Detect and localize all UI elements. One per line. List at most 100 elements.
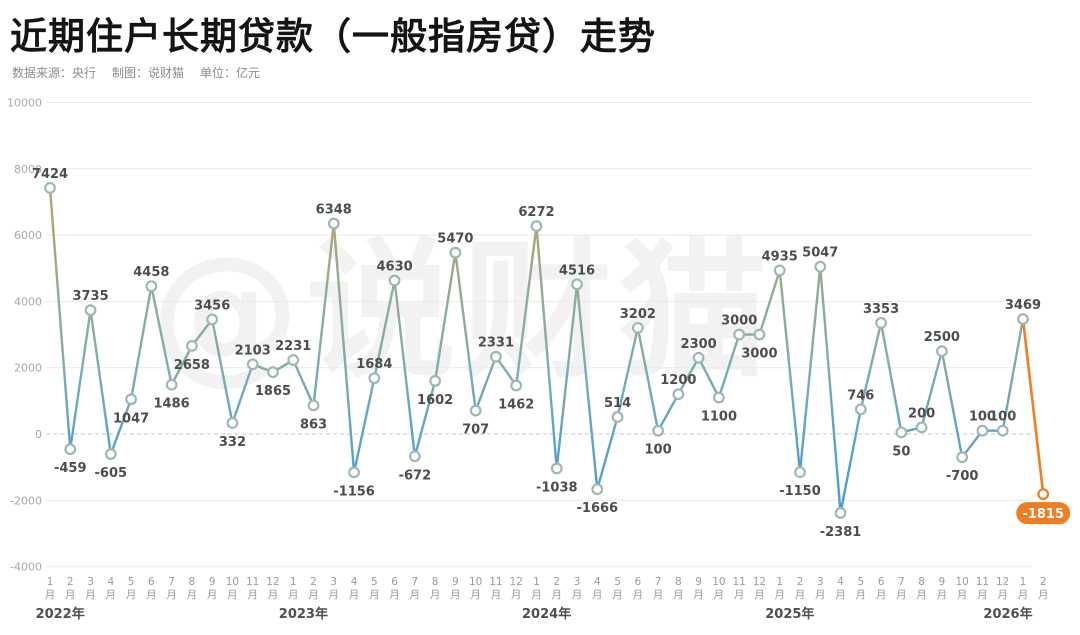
data-point-label: 514	[604, 396, 631, 411]
data-point-label: 2231	[275, 339, 311, 354]
data-point-marker	[185, 339, 198, 352]
data-point-label: 3456	[194, 298, 230, 313]
year-label: 2023年	[279, 606, 328, 622]
data-point-marker	[206, 313, 219, 326]
data-point-marker	[348, 466, 360, 479]
month-tick-label: 12 月	[266, 576, 279, 601]
month-tick-label: 12 月	[996, 576, 1009, 601]
year-label: 2025年	[765, 606, 814, 622]
month-tick-label: 11 月	[489, 576, 502, 601]
data-point-label: 1100	[701, 410, 737, 425]
data-point-label: 3469	[1005, 298, 1041, 313]
data-point-label: -605	[95, 466, 128, 481]
month-tick-label: 11 月	[732, 576, 745, 601]
data-point-marker	[550, 462, 563, 475]
data-point-label: 707	[462, 423, 489, 438]
data-point-marker	[794, 466, 806, 479]
data-point-marker	[631, 321, 644, 334]
y-tick-label: 2000	[14, 362, 42, 375]
data-point-label: 100	[989, 410, 1016, 425]
data-point-marker	[814, 260, 827, 273]
year-label: 2024年	[522, 606, 571, 622]
data-point-marker	[652, 424, 664, 437]
value-badge	[1016, 502, 1071, 525]
data-point-marker	[246, 358, 259, 371]
data-point-marker	[165, 378, 178, 391]
data-point-marker	[753, 328, 766, 341]
data-point-label: -672	[399, 468, 432, 483]
year-label: 2026年	[983, 606, 1032, 622]
data-point-label: 1047	[113, 411, 149, 426]
data-point-label: 4516	[559, 263, 595, 278]
data-point-label: 863	[300, 417, 327, 432]
data-point-marker	[327, 217, 340, 230]
data-point-marker	[145, 280, 158, 293]
year-label: 2022年	[36, 606, 85, 622]
data-point-label: 332	[219, 435, 246, 450]
data-point-marker	[611, 411, 624, 423]
data-point-label: 4935	[762, 249, 798, 264]
data-point-marker	[915, 421, 928, 434]
data-point-marker	[429, 374, 442, 387]
data-point-label: -2381	[820, 525, 862, 540]
data-point-marker	[713, 391, 725, 404]
data-point-label: 5470	[437, 232, 473, 247]
data-point-label: 3202	[620, 307, 656, 322]
data-point-marker	[895, 426, 908, 439]
highlight-point-marker	[1037, 488, 1050, 501]
data-point-marker	[956, 451, 969, 464]
y-tick-label: -4000	[10, 561, 42, 574]
data-point-label: -1038	[536, 480, 578, 495]
data-point-marker	[469, 404, 482, 417]
data-point-label: 6348	[316, 203, 352, 218]
data-point-label: 2103	[235, 343, 271, 358]
data-point-marker	[449, 246, 462, 259]
data-point-label: 4630	[376, 260, 412, 275]
data-point-label: -700	[946, 469, 979, 484]
data-point-marker	[84, 304, 97, 317]
data-point-label: -1150	[779, 484, 821, 499]
data-point-marker	[1017, 313, 1029, 325]
data-point-label: 1200	[660, 373, 696, 388]
data-point-label: 3735	[72, 289, 108, 304]
page-title: 近期住户长期贷款（一般指房贷）走势	[10, 15, 656, 58]
data-point-marker	[935, 345, 948, 358]
month-tick-label: 11 月	[976, 576, 989, 601]
data-point-marker	[672, 388, 685, 401]
value-badge-label: -1815	[1022, 507, 1064, 522]
data-point-label: 2500	[924, 330, 960, 345]
data-point-marker	[408, 450, 421, 463]
month-tick-label: 11 月	[246, 576, 259, 601]
data-point-label: -459	[54, 461, 87, 476]
data-point-marker	[571, 278, 583, 291]
data-point-marker	[287, 354, 300, 366]
data-point-label: 50	[892, 444, 910, 459]
data-point-label: -1666	[577, 501, 619, 516]
data-point-marker	[490, 350, 502, 363]
data-point-label: 4458	[133, 265, 169, 280]
y-tick-label: 10000	[7, 97, 42, 110]
highlight-segment	[1021, 317, 1045, 496]
month-tick-label: 10 月	[955, 576, 968, 601]
data-point-label: 746	[847, 388, 874, 403]
month-tick-label: 12 月	[753, 576, 766, 601]
